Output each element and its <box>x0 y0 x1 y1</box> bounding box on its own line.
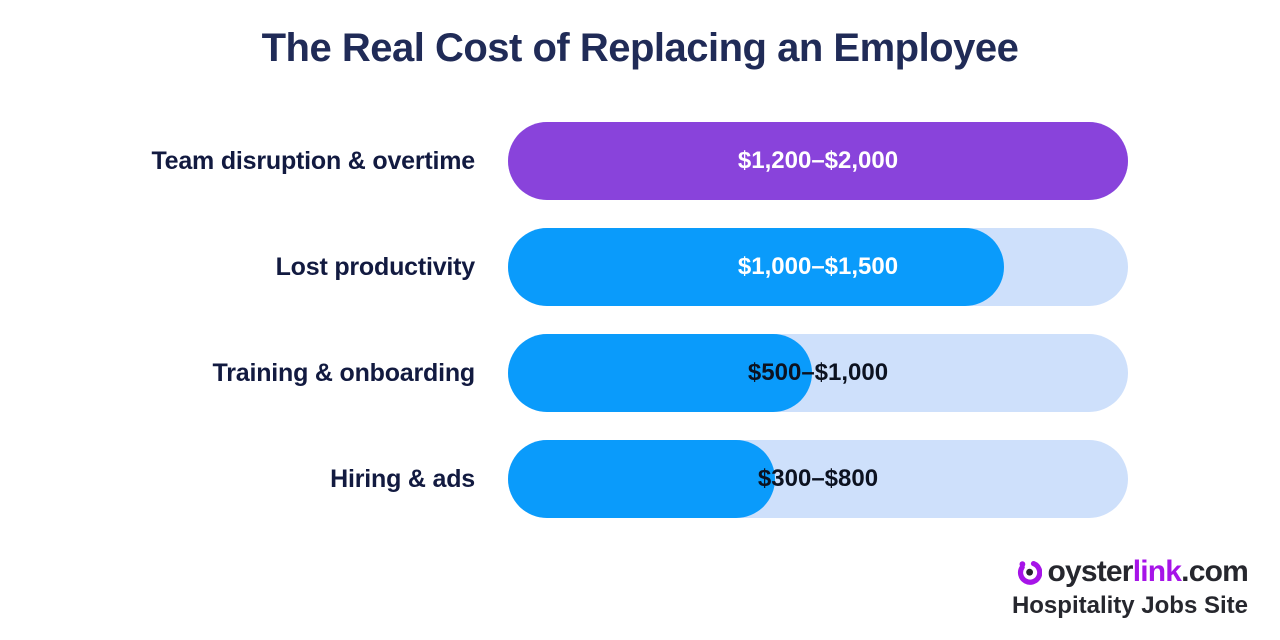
bar-chart: Team disruption & overtime $1,200–$2,000… <box>0 122 1280 546</box>
logo-prefix: oyster <box>1047 555 1133 588</box>
bar-label: Team disruption & overtime <box>151 146 475 175</box>
chart-title: The Real Cost of Replacing an Employee <box>261 26 1019 70</box>
logo-suffix: .com <box>1181 555 1249 588</box>
bar-track: $1,200–$2,000 <box>508 122 1128 200</box>
bar-fill <box>508 334 812 412</box>
bar-value: $300–$800 <box>757 465 879 492</box>
logo: oysterlink.com <box>1012 555 1249 589</box>
brand-footer: oysterlink.com Hospitality Jobs Site <box>1011 555 1249 620</box>
bar-track: $1,000–$1,500 <box>508 228 1128 306</box>
logo-accent: link <box>1132 555 1182 588</box>
bar-value: $500–$1,000 <box>747 359 889 386</box>
bar-value: $1,200–$2,000 <box>737 147 899 174</box>
bar-track: $300–$800 <box>508 440 1128 518</box>
bar-value: $1,000–$1,500 <box>737 253 899 280</box>
bar-fill <box>508 122 1128 200</box>
bar-track: $500–$1,000 <box>508 334 1128 412</box>
logo-text: oysterlink.com <box>1047 555 1248 589</box>
bar-label: Hiring & ads <box>330 464 475 493</box>
logo-tagline: Hospitality Jobs Site <box>1011 592 1248 619</box>
bar-row-team-disruption: Team disruption & overtime $1,200–$2,000 <box>0 122 1280 200</box>
bar-row-lost-productivity: Lost productivity $1,000–$1,500 <box>0 228 1280 306</box>
bar-label: Lost productivity <box>275 252 476 281</box>
bar-fill <box>508 228 1004 306</box>
bar-row-training-onboarding: Training & onboarding $500–$1,000 <box>0 334 1280 412</box>
oysterlink-swirl-icon <box>1018 561 1043 585</box>
bar-row-hiring-ads: Hiring & ads $300–$800 <box>0 440 1280 518</box>
bar-label: Training & onboarding <box>212 358 476 387</box>
bar-fill <box>508 440 775 518</box>
